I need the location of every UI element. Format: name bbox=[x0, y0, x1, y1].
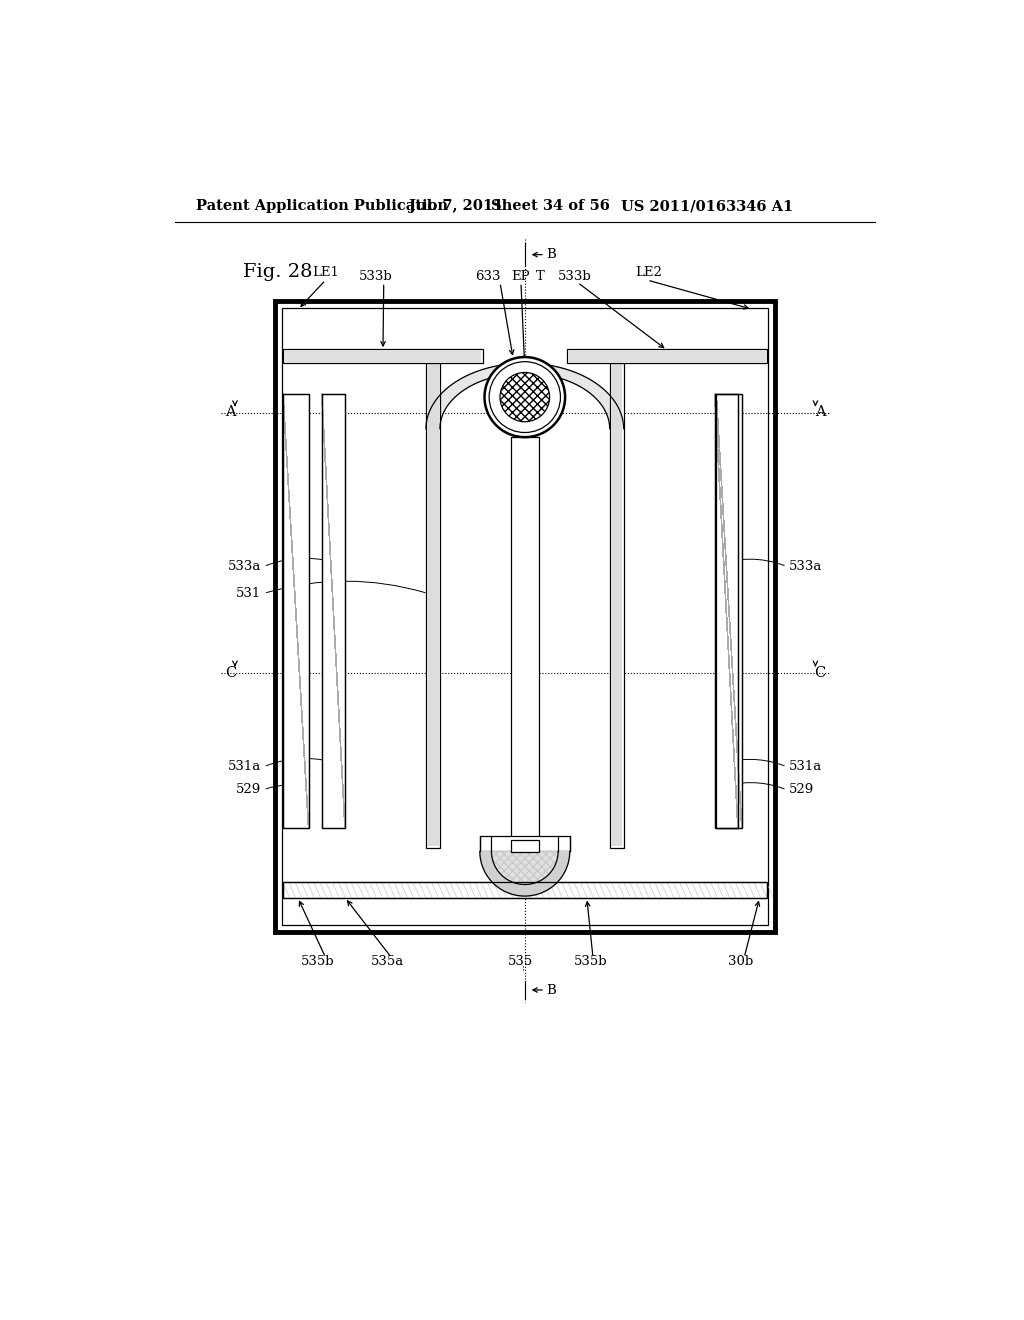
Text: 531a: 531a bbox=[228, 760, 261, 774]
Text: 529: 529 bbox=[790, 783, 814, 796]
Text: A: A bbox=[815, 405, 825, 420]
Text: 633: 633 bbox=[475, 269, 501, 282]
Polygon shape bbox=[426, 363, 624, 429]
Bar bbox=[283, 882, 767, 898]
Polygon shape bbox=[492, 851, 558, 884]
Bar bbox=[715, 395, 738, 829]
Bar bbox=[322, 395, 345, 829]
Bar bbox=[283, 350, 483, 363]
Text: 529: 529 bbox=[237, 783, 261, 796]
Bar bbox=[426, 363, 440, 847]
Text: 535b: 535b bbox=[573, 954, 607, 968]
Text: US 2011/0163346 A1: US 2011/0163346 A1 bbox=[621, 199, 794, 213]
Text: 531a: 531a bbox=[790, 760, 822, 774]
Bar bbox=[511, 437, 539, 840]
Text: C: C bbox=[814, 665, 825, 680]
Polygon shape bbox=[480, 851, 569, 896]
Text: 533a: 533a bbox=[228, 560, 261, 573]
Text: C: C bbox=[224, 665, 236, 680]
Text: B: B bbox=[547, 248, 556, 261]
Bar bbox=[283, 395, 308, 829]
Bar bbox=[322, 395, 345, 829]
Text: 533b: 533b bbox=[558, 269, 592, 282]
Text: LE2: LE2 bbox=[635, 265, 663, 279]
Text: 531: 531 bbox=[237, 587, 261, 601]
Text: 535: 535 bbox=[508, 954, 534, 968]
Text: A: A bbox=[225, 405, 236, 420]
Text: Patent Application Publication: Patent Application Publication bbox=[197, 199, 449, 213]
Bar bbox=[566, 350, 767, 363]
Bar bbox=[716, 395, 741, 829]
Text: 533a: 533a bbox=[790, 560, 822, 573]
Bar bbox=[275, 301, 775, 932]
Text: Jul. 7, 2011: Jul. 7, 2011 bbox=[409, 199, 503, 213]
Bar bbox=[283, 882, 767, 898]
Bar bbox=[285, 351, 481, 362]
Circle shape bbox=[484, 356, 565, 437]
Text: Fig. 28: Fig. 28 bbox=[243, 264, 312, 281]
Text: B: B bbox=[547, 983, 556, 997]
Circle shape bbox=[500, 372, 550, 422]
Text: LE1: LE1 bbox=[312, 265, 339, 279]
Text: 535a: 535a bbox=[371, 954, 404, 968]
Text: EP: EP bbox=[512, 269, 530, 282]
Bar bbox=[611, 364, 623, 846]
Bar bbox=[610, 363, 624, 847]
Circle shape bbox=[489, 362, 560, 433]
Bar bbox=[715, 395, 738, 829]
Text: 30b: 30b bbox=[728, 954, 753, 968]
Text: T: T bbox=[536, 269, 545, 282]
Text: Sheet 34 of 56: Sheet 34 of 56 bbox=[490, 199, 609, 213]
Text: 533b: 533b bbox=[359, 269, 393, 282]
Text: 535b: 535b bbox=[301, 954, 335, 968]
Bar bbox=[283, 395, 308, 829]
Bar bbox=[511, 840, 539, 853]
Bar bbox=[568, 351, 766, 362]
Bar bbox=[428, 364, 438, 846]
Bar bbox=[716, 395, 741, 829]
Bar bbox=[480, 836, 569, 851]
Bar bbox=[283, 308, 768, 925]
Polygon shape bbox=[492, 851, 558, 884]
